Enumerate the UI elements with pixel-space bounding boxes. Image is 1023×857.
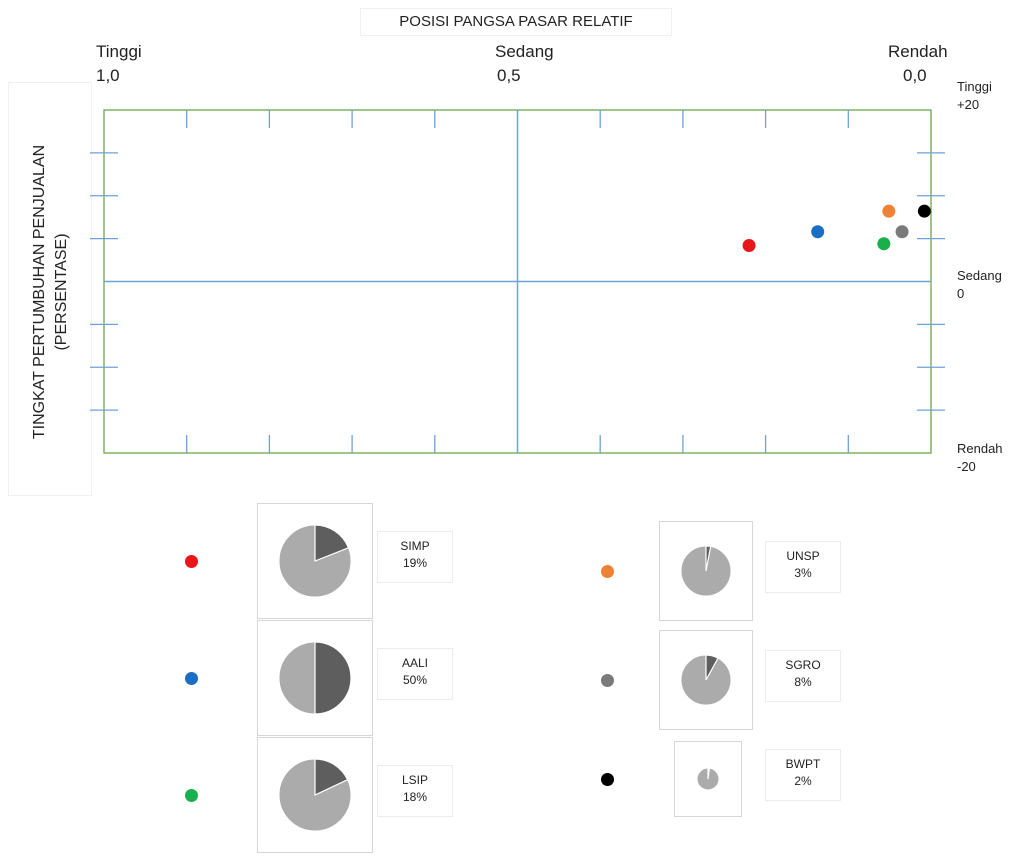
- pie-slice-sgro: [705, 654, 719, 681]
- pie-box-bwpt: [674, 741, 742, 817]
- legend-dot-sgro: [601, 674, 614, 687]
- legend-name: AALI: [401, 656, 428, 670]
- pie-chart-aali: [278, 641, 352, 715]
- x-value-high: 1,0: [96, 66, 120, 85]
- point-lsip: [877, 237, 891, 251]
- pie-slice-unsp: [705, 545, 712, 572]
- legend-name: BWPT: [785, 757, 821, 771]
- legend-share: 2%: [794, 774, 812, 788]
- x-value-mid: 0,5: [497, 66, 521, 85]
- legend-share: 8%: [794, 675, 812, 689]
- pie-box-unsp: [659, 521, 753, 621]
- data-points: [742, 204, 931, 252]
- legend-label-unsp: UNSP 3%: [765, 541, 841, 593]
- y-label-high: Tinggi +20: [957, 78, 992, 114]
- legend-share: 3%: [794, 566, 812, 580]
- pie-box-lsip: [257, 737, 373, 853]
- pie-slice-bwpt: [707, 767, 711, 780]
- legend-dot-unsp: [601, 565, 614, 578]
- legend-name: SIMP: [400, 539, 430, 553]
- legend-label-bwpt: BWPT 2%: [765, 749, 841, 801]
- legend-label-sgro: SGRO 8%: [765, 650, 841, 702]
- legend-name: LSIP: [401, 773, 428, 787]
- pie-chart-bwpt: [696, 767, 720, 791]
- legend-name: UNSP: [786, 549, 820, 563]
- point-unsp: [882, 204, 896, 218]
- legend-name: SGRO: [785, 658, 821, 672]
- y-label-mid: Sedang 0: [957, 267, 1002, 303]
- legend-dot-bwpt: [601, 773, 614, 786]
- y-label-low: Rendah -20: [957, 440, 1003, 476]
- y-label-high-value: +20: [957, 97, 980, 112]
- pie-box-simp: [257, 503, 373, 619]
- legend-label-simp: SIMP 19%: [377, 531, 453, 583]
- legend-share: 50%: [402, 673, 428, 687]
- x-label-mid: Sedang: [495, 42, 554, 61]
- legend-label-lsip: LSIP 18%: [377, 765, 453, 817]
- pie-slice-lsip: [314, 758, 349, 796]
- point-bwpt: [917, 204, 931, 218]
- y-label-mid-value: 0: [957, 286, 965, 301]
- pie-chart-sgro: [680, 654, 732, 706]
- legend-label-aali: AALI 50%: [377, 648, 453, 700]
- point-simp: [742, 238, 756, 252]
- pie-slice-aali: [314, 641, 352, 715]
- legend-dot-lsip: [185, 789, 198, 802]
- point-sgro: [895, 225, 909, 239]
- y-label-low-value: -20: [957, 459, 976, 474]
- pie-chart-simp: [278, 524, 352, 598]
- legend-dot-simp: [185, 555, 198, 568]
- chart-title: POSISI PANGSA PASAR RELATIF: [360, 8, 672, 36]
- y-label-low-name: Rendah: [957, 441, 1003, 456]
- plot-area: [90, 109, 945, 454]
- x-value-low: 0,0: [903, 66, 927, 85]
- pie-box-sgro: [659, 630, 753, 730]
- x-label-high: Tinggi: [96, 42, 142, 61]
- y-label-high-name: Tinggi: [957, 79, 992, 94]
- legend-dot-aali: [185, 672, 198, 685]
- point-aali: [811, 225, 825, 239]
- x-label-low: Rendah: [888, 42, 948, 61]
- pie-chart-unsp: [680, 545, 732, 597]
- legend-share: 19%: [402, 556, 428, 570]
- pie-slice-simp: [314, 524, 350, 562]
- pie-box-aali: [257, 620, 373, 736]
- pie-chart-lsip: [278, 758, 352, 832]
- axis-ticks: [90, 110, 945, 453]
- legend-share: 18%: [402, 790, 428, 804]
- y-label-mid-name: Sedang: [957, 268, 1002, 283]
- y-axis-title-box: [8, 82, 92, 496]
